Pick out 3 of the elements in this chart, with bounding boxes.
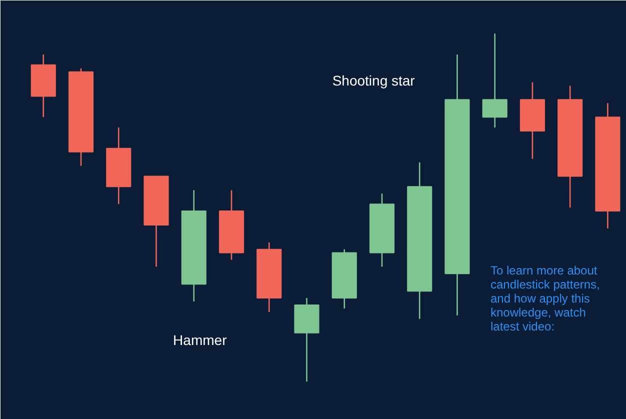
annotation: Hammer bbox=[173, 332, 228, 348]
annotation: Shooting star bbox=[332, 72, 416, 89]
annotation: To learn more about candlestick patterns, and how apply this knowledge, watch latest video: bbox=[490, 264, 600, 334]
